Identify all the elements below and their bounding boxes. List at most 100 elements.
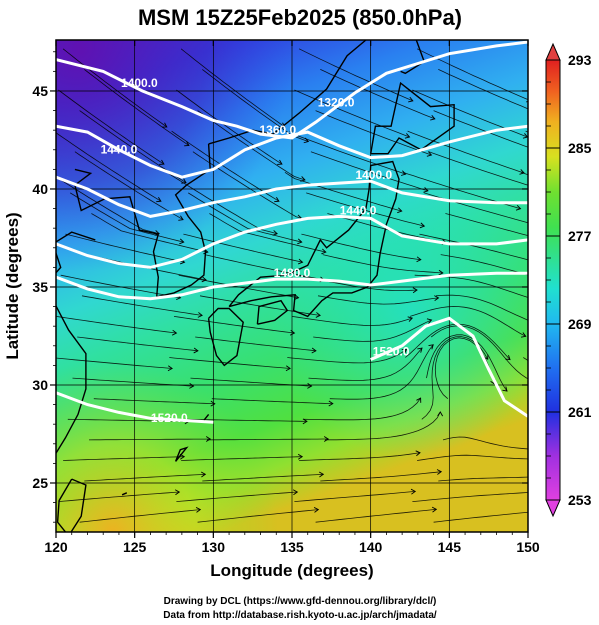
streamline-arrow	[300, 176, 306, 182]
x-tick-label: 145	[438, 539, 462, 555]
streamline-arrow	[156, 196, 162, 203]
streamline	[84, 69, 190, 146]
x-tick-label: 150	[516, 539, 540, 555]
x-axis-label: Longitude (degrees)	[210, 561, 373, 580]
streamline-arrow	[417, 347, 423, 353]
contour-label: 1520.0	[151, 411, 188, 425]
streamline	[435, 294, 528, 321]
coastline	[174, 446, 189, 462]
streamline	[202, 69, 309, 142]
colorbar-tick-label: 269	[568, 316, 592, 332]
streamline	[204, 254, 325, 281]
streamline-arrow	[313, 507, 320, 513]
streamline	[523, 357, 528, 361]
coastline	[203, 413, 210, 421]
streamline	[169, 357, 291, 369]
streamline	[56, 357, 173, 369]
streamline-arrow	[520, 332, 527, 338]
streamline	[438, 69, 528, 110]
streamline-arrow	[529, 296, 534, 302]
streamline	[84, 473, 206, 482]
streamline	[533, 275, 599, 299]
contour-label: 1480.0	[274, 266, 311, 280]
contour-label: 1360.0	[259, 123, 296, 137]
streamline-arrow	[292, 489, 299, 496]
streamline	[81, 295, 203, 316]
streamline	[320, 471, 442, 482]
streamline	[434, 337, 495, 399]
streamline-arrow	[193, 347, 199, 354]
streamline-arrow	[154, 230, 160, 236]
streamline-arrow	[184, 141, 190, 147]
streamline-arrow	[412, 287, 418, 294]
streamline-arrow	[195, 507, 202, 513]
streamline	[56, 132, 162, 202]
y-axis-label: Latitude (degrees)	[3, 212, 22, 359]
colorbar-top-arrow	[545, 42, 561, 61]
streamline-arrow	[197, 312, 203, 318]
streamline	[433, 110, 528, 148]
streamline	[445, 213, 528, 236]
streamline-arrow	[505, 354, 511, 361]
credit-line-1: Drawing by DCL (https://www.gfd-dennou.o…	[164, 596, 437, 607]
streamline	[93, 398, 215, 405]
streamline	[554, 296, 599, 316]
streamline	[77, 336, 198, 352]
streamline	[426, 334, 508, 392]
streamline	[289, 130, 406, 175]
streamline	[440, 254, 528, 276]
streamline	[209, 213, 326, 253]
streamline	[211, 398, 333, 404]
streamline-arrow	[200, 471, 207, 478]
colorbar-tick-label: 285	[568, 140, 592, 156]
contour-label: 1400.0	[121, 76, 158, 90]
colorbar-tick-label: 253	[568, 492, 592, 508]
streamline	[428, 151, 528, 186]
streamline	[412, 492, 528, 502]
contour-label: 1440.0	[340, 203, 377, 217]
coastline	[207, 307, 244, 367]
coastline	[256, 299, 289, 325]
streamline-arrow	[179, 238, 185, 245]
streamline	[417, 454, 528, 461]
streamline	[313, 319, 432, 342]
streamline-arrow	[321, 248, 327, 255]
streamline	[294, 89, 410, 138]
streamline-arrow	[438, 269, 444, 276]
streamline	[171, 130, 280, 202]
streamline	[79, 509, 201, 523]
streamline-arrow	[162, 122, 168, 128]
streamline	[324, 411, 441, 441]
height-contour	[56, 214, 528, 269]
contour-label: 1520.0	[373, 345, 410, 359]
streamline-arrow	[328, 400, 334, 407]
colorbar-tick-label: 277	[568, 228, 592, 244]
streamline-arrow	[529, 490, 533, 495]
y-tick-label: 45	[32, 83, 48, 99]
streamline-arrow	[538, 223, 543, 229]
streamline	[63, 456, 185, 461]
streamline-arrow	[159, 159, 165, 165]
height-contour	[370, 316, 528, 418]
streamline	[438, 476, 528, 482]
streamline	[284, 171, 402, 212]
coastline	[400, 40, 426, 75]
streamline-arrow	[307, 383, 313, 389]
streamline-arrow	[297, 258, 304, 265]
y-tick-label: 30	[32, 377, 48, 393]
streamline-arrow	[419, 222, 426, 229]
streamline	[206, 438, 329, 441]
streamline	[173, 316, 295, 334]
colorbar-ticks: 253 261 269 277 285 293	[546, 52, 592, 508]
coastline	[208, 40, 367, 145]
streamline	[409, 306, 526, 337]
streamline-arrow	[323, 436, 330, 442]
streamline-arrow	[272, 230, 278, 236]
streamline	[535, 457, 599, 460]
streamline	[291, 316, 413, 326]
coastline	[56, 478, 87, 532]
colorbar-bottom-arrow	[545, 499, 561, 518]
y-tick-label: 40	[32, 181, 48, 197]
streamline-arrow	[311, 347, 317, 354]
coastline	[228, 160, 400, 318]
